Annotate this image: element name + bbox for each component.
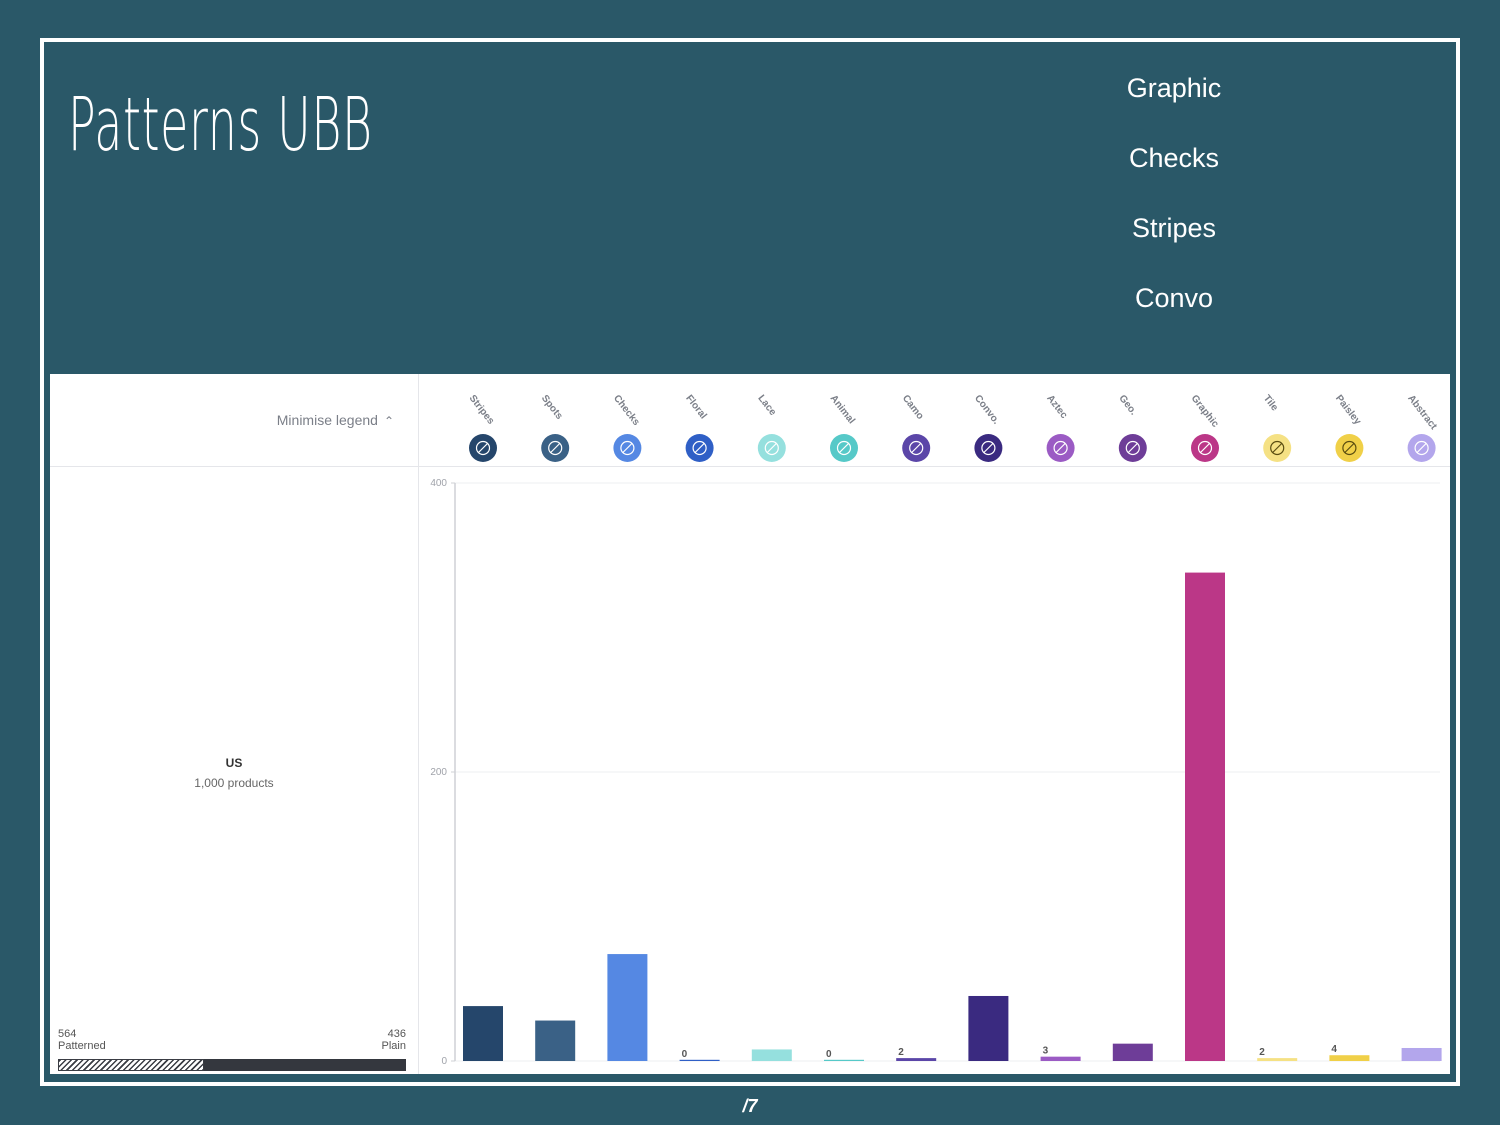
- camo-icon: [902, 434, 931, 462]
- patterned-label: Patterned: [58, 1040, 106, 1052]
- paisley-icon: [1335, 434, 1364, 462]
- patterned-stat: 564 Patterned: [58, 1028, 106, 1052]
- minimise-legend-label: Minimise legend: [276, 412, 378, 428]
- bar-value-label: 0: [682, 1049, 688, 1060]
- bar-graphic[interactable]: [1185, 572, 1225, 1061]
- plain-bar-segment: [204, 1059, 406, 1071]
- bar-spots[interactable]: [535, 1020, 576, 1061]
- spots-icon: [541, 434, 570, 462]
- legend-header: Minimise legend ⌃: [50, 374, 418, 467]
- feather-icon: [974, 434, 1003, 462]
- category-abstract[interactable]: Abstract: [1405, 393, 1439, 462]
- slide-title: Patterns UBB: [68, 82, 373, 168]
- pattern-list-item: Graphic: [1126, 73, 1222, 103]
- bar-convo[interactable]: [968, 995, 1009, 1061]
- legend-panel: Minimise legend ⌃ US 1,000 products 564 P…: [50, 374, 419, 1074]
- category-icons: Stripes Spots Checks Floral Lace Animal Camo Co…: [467, 393, 1439, 462]
- plain-label: Plain: [381, 1040, 406, 1052]
- bar-value-label: 4: [1331, 1044, 1337, 1055]
- bar-checks[interactable]: [607, 954, 648, 1061]
- region-name: US: [225, 756, 243, 770]
- category-label: Camo: [900, 393, 926, 422]
- category-label: Animal: [828, 393, 857, 426]
- category-convo[interactable]: Convo.: [972, 393, 1003, 462]
- category-label: Lace: [755, 393, 778, 418]
- patterned-bar-segment: [58, 1059, 204, 1071]
- abstract-icon: [1407, 434, 1436, 462]
- floral-icon: [685, 434, 714, 462]
- category-aztec[interactable]: Aztec: [1044, 393, 1075, 462]
- category-spots[interactable]: Spots: [539, 393, 570, 462]
- triangle-icon: [1191, 434, 1219, 462]
- tile-icon: [1263, 434, 1292, 462]
- aztec-icon: [1046, 434, 1075, 462]
- chart-panel: Minimise legend ⌃ US 1,000 products 564 P…: [50, 374, 1450, 1074]
- category-label: Paisley: [1333, 393, 1363, 427]
- bar-chart: 0 200 400 0 0 2 3 2 4: [419, 467, 1450, 1079]
- category-checks[interactable]: Checks: [611, 393, 642, 462]
- bar-floral[interactable]: [679, 1059, 720, 1061]
- category-label: Spots: [539, 393, 565, 422]
- y-tick-label: 400: [430, 478, 447, 489]
- category-stripes[interactable]: Stripes: [467, 393, 497, 462]
- patterned-count: 564: [58, 1028, 77, 1040]
- bar-tile[interactable]: [1257, 1058, 1298, 1061]
- geo-icon: [1118, 434, 1147, 462]
- bar-abstract[interactable]: [1401, 1047, 1442, 1061]
- stripes-icon: [469, 434, 497, 462]
- chevron-up-icon: ⌃: [383, 414, 394, 428]
- bar-lace[interactable]: [751, 1049, 792, 1061]
- bar-value-label: 2: [1259, 1047, 1265, 1058]
- lace-icon: [757, 434, 786, 462]
- bar-stripes[interactable]: [463, 1006, 503, 1061]
- category-label: Graphic: [1189, 393, 1221, 430]
- category-lace[interactable]: Lace: [755, 393, 786, 462]
- animal-icon: [830, 434, 858, 462]
- category-floral[interactable]: Floral: [683, 393, 714, 462]
- checks-icon: [613, 434, 642, 462]
- plain-stat: 436 Plain: [382, 1028, 406, 1052]
- category-graphic[interactable]: Graphic: [1189, 393, 1221, 462]
- bar-geo[interactable]: [1112, 1043, 1153, 1061]
- category-label: Aztec: [1044, 393, 1069, 421]
- category-geo[interactable]: Geo.: [1116, 393, 1147, 462]
- category-animal[interactable]: Animal: [828, 393, 858, 462]
- bar-chart-svg: 0 200 400 0 0 2 3 2 4: [430, 478, 1442, 1067]
- category-label: Abstract: [1405, 393, 1439, 432]
- y-tick-label: 0: [441, 1056, 447, 1067]
- y-tick-label: 200: [430, 767, 447, 778]
- patterned-plain-bar: [58, 1059, 406, 1071]
- bar-value-label: 0: [826, 1049, 832, 1060]
- category-label: Stripes: [467, 393, 497, 427]
- slide-frame: Patterns UBB Graphic Checks Stripes Conv…: [40, 38, 1460, 1086]
- plain-count: 436: [387, 1028, 406, 1040]
- bar-value-label: 2: [898, 1047, 904, 1058]
- bar-value-label: 3: [1043, 1046, 1049, 1057]
- category-label: Checks: [611, 393, 642, 428]
- category-label: Geo.: [1116, 393, 1138, 417]
- page-number: /7: [742, 1096, 758, 1116]
- category-camo[interactable]: Camo: [900, 393, 931, 462]
- category-label: Tile: [1261, 393, 1280, 414]
- pattern-list-item: Checks: [1128, 143, 1220, 173]
- pattern-list: Graphic Checks Stripes Convo: [1084, 68, 1264, 348]
- pattern-list-item: Convo: [1134, 283, 1214, 313]
- category-label: Floral: [683, 393, 709, 421]
- minimise-legend-button[interactable]: Minimise legend ⌃: [277, 412, 394, 428]
- category-label: Convo.: [972, 393, 1002, 427]
- bar-camo[interactable]: [896, 1058, 937, 1061]
- bar-animal[interactable]: [824, 1059, 864, 1061]
- pattern-list-item: Stripes: [1131, 213, 1217, 243]
- bar-aztec[interactable]: [1040, 1056, 1081, 1061]
- bar-paisley[interactable]: [1329, 1055, 1370, 1061]
- category-header: Stripes Spots Checks Floral Lace Animal Camo Co…: [419, 374, 1450, 467]
- category-tile[interactable]: Tile: [1261, 393, 1292, 462]
- category-paisley[interactable]: Paisley: [1333, 393, 1364, 462]
- region-count: 1,000 products: [194, 776, 274, 790]
